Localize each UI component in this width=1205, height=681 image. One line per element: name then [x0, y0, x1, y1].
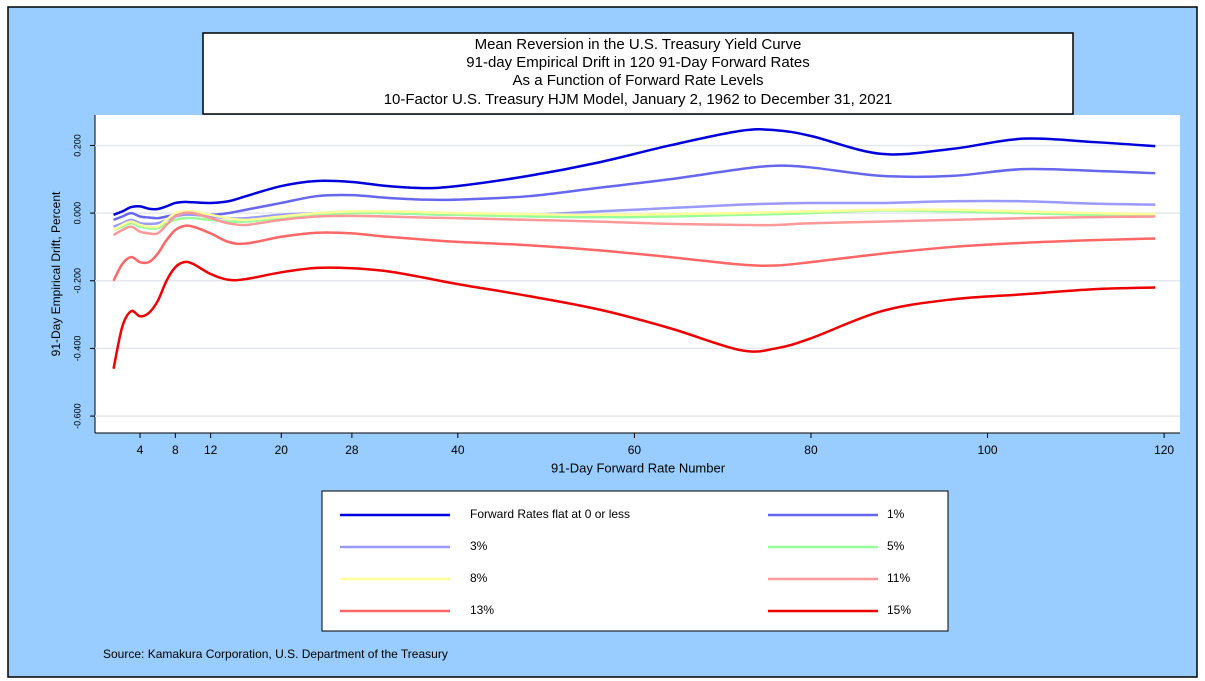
legend-label: 11% — [887, 571, 910, 585]
series-line — [113, 164, 1156, 222]
legend-label: 13% — [470, 603, 494, 617]
title-box — [202, 32, 1074, 115]
y-tick-label: -0.600 — [72, 403, 82, 429]
legend-label: Forward Rates flat at 0 or less — [470, 507, 630, 521]
series-line — [112, 208, 1156, 232]
y-tick-label: 0.200 — [72, 134, 82, 157]
legend-label: 5% — [887, 539, 905, 553]
y-tick-label: -0.200 — [72, 268, 82, 294]
x-tick-label: 20 — [275, 443, 289, 457]
chart-subtitle: 91-day Empirical Drift in 120 91-Day For… — [466, 54, 809, 71]
chart-subtitle: As a Function of Forward Rate Levels — [513, 72, 764, 89]
plot-area — [95, 115, 1180, 433]
source-note: Source: Kamakura Corporation, U.S. Depar… — [103, 647, 448, 661]
x-tick-label: 8 — [172, 443, 179, 457]
legend-label: 3% — [470, 539, 488, 553]
x-tick-label: 28 — [345, 443, 359, 457]
x-tick-label: 60 — [628, 443, 642, 457]
plot: -0.600 -0.400 -0.200 0.000 0.200 4 8 12 20 28 40 60… — [72, 128, 1180, 617]
series-line — [112, 260, 1156, 369]
x-tick-label: 4 — [137, 443, 144, 457]
y-axis-label: 91-Day Empirical Drift, Percent — [49, 191, 63, 356]
x-tick-label: 100 — [978, 443, 998, 457]
x-tick-label: 120 — [1154, 443, 1174, 457]
chart-subtitle: 10-Factor U.S. Treasury HJM Model, Janua… — [384, 91, 893, 108]
series-line — [113, 209, 1156, 232]
x-tick-label: 80 — [804, 443, 818, 457]
y-tick-label: 0.000 — [72, 202, 82, 225]
x-tick-label: 12 — [204, 443, 218, 457]
legend-label: 1% — [887, 507, 905, 521]
series-line — [113, 128, 1156, 216]
series-line — [112, 211, 1156, 237]
x-tick-label: 40 — [451, 443, 465, 457]
series-line — [112, 224, 1156, 282]
chart-title: Mean Reversion in the U.S. Treasury Yiel… — [475, 36, 802, 53]
y-tick-label: -0.400 — [72, 336, 82, 362]
x-axis-label: 91-Day Forward Rate Number — [551, 460, 726, 475]
legend-label: 15% — [887, 603, 911, 617]
legend-label: 8% — [470, 571, 488, 585]
